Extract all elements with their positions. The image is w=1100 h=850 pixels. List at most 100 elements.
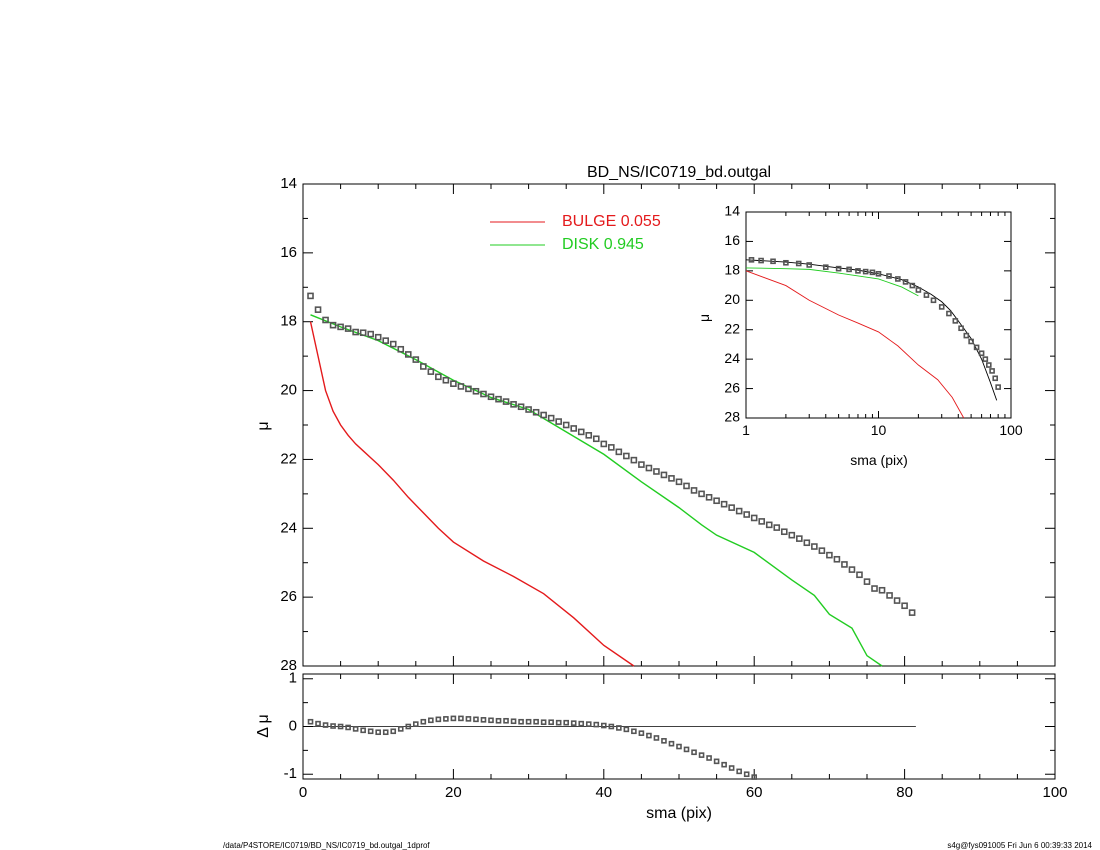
data-point-marker: [930, 297, 937, 304]
residual-y-axis-label: Δ μ: [255, 714, 272, 737]
data-point-marker: [382, 729, 389, 736]
y-tick-label: 26: [280, 588, 297, 605]
data-point-marker: [818, 547, 826, 554]
data-point-marker: [638, 730, 645, 736]
data-point-marker: [915, 287, 922, 293]
data-point-marker: [593, 721, 600, 728]
data-point-marker: [382, 337, 390, 344]
data-point-marker: [465, 385, 472, 393]
data-point-marker: [893, 597, 901, 604]
y-tick-label: 22: [280, 450, 297, 467]
data-point-marker: [533, 718, 539, 725]
data-point-marker: [352, 328, 359, 336]
data-point-marker: [480, 717, 487, 723]
data-point-marker: [458, 715, 464, 722]
data-point-marker: [345, 724, 351, 731]
x-tick-label: 40: [595, 784, 612, 801]
data-point-marker: [397, 726, 404, 732]
data-point-marker: [420, 363, 427, 370]
data-point-marker: [878, 586, 886, 594]
data-point-marker: [443, 716, 449, 722]
data-point-marker: [886, 273, 892, 279]
series-line-1: [745, 267, 919, 297]
y-tick-label: -1: [284, 765, 297, 782]
y-tick-label: 28: [280, 657, 297, 674]
y-tick-label: 16: [724, 232, 740, 248]
data-point-marker: [875, 270, 882, 277]
data-point-marker: [532, 408, 540, 416]
data-point-marker: [510, 718, 517, 725]
data-point-marker: [751, 774, 758, 780]
data-point-marker: [473, 716, 479, 723]
data-point-marker: [600, 722, 607, 729]
y-tick-label: 20: [724, 291, 740, 307]
data-point-marker: [869, 269, 876, 276]
data-point-marker: [374, 333, 382, 341]
data-point-marker: [585, 432, 593, 439]
inset-plot-frame: [745, 211, 1012, 419]
data-point-marker: [503, 717, 509, 724]
inset-x-axis-label: sma (pix): [850, 452, 908, 468]
data-point-marker: [510, 401, 517, 408]
data-point-marker: [796, 535, 803, 542]
data-point-marker: [315, 720, 321, 727]
data-point-marker: [901, 602, 908, 610]
data-point-marker: [736, 768, 742, 775]
data-point-marker: [577, 428, 585, 436]
data-point-marker: [314, 306, 322, 313]
x-tick-label: 1: [742, 422, 750, 438]
data-point-marker: [367, 330, 374, 338]
data-point-marker: [592, 435, 600, 443]
data-point-marker: [923, 292, 930, 298]
data-point-marker: [783, 259, 789, 266]
y-tick-label: 18: [724, 262, 740, 278]
data-point-marker: [540, 411, 547, 419]
data-point-marker: [848, 566, 856, 573]
data-point-marker: [570, 720, 577, 726]
data-point-marker: [938, 304, 945, 310]
main-legend: BULGE 0.055 DISK 0.945: [490, 213, 661, 253]
data-point-marker: [608, 723, 615, 730]
data-point-marker: [359, 329, 367, 337]
data-point-marker: [525, 718, 532, 725]
data-point-marker: [645, 464, 653, 472]
data-point-marker: [676, 743, 682, 750]
data-point-marker: [653, 735, 660, 741]
legend-label-bulge: BULGE 0.055: [562, 213, 661, 230]
data-point-marker: [886, 592, 893, 599]
data-point-marker: [963, 332, 970, 339]
y-tick-label: 24: [724, 350, 740, 366]
data-point-marker: [721, 761, 727, 768]
data-point-marker: [968, 338, 974, 345]
data-point-marker: [770, 258, 776, 265]
y-tick-label: 28: [724, 409, 740, 425]
data-point-marker: [600, 440, 608, 448]
data-point-marker: [758, 257, 764, 264]
data-point-marker: [743, 511, 750, 518]
data-point-marker: [871, 585, 878, 592]
data-point-marker: [690, 487, 698, 494]
data-point-marker: [748, 257, 755, 263]
y-tick-label: 16: [280, 244, 297, 261]
data-point-marker: [780, 528, 788, 536]
data-point-marker: [846, 266, 852, 273]
data-point-marker: [952, 318, 959, 324]
y-tick-label: 1: [289, 670, 297, 687]
data-point-marker: [863, 578, 871, 585]
data-point-marker: [329, 321, 337, 329]
data-point-marker: [706, 755, 712, 761]
data-point-marker: [555, 418, 562, 425]
data-point-marker: [547, 414, 555, 422]
footer-timestamp: s4g@fys091005 Fri Jun 6 00:39:33 2014: [947, 841, 1092, 850]
x-tick-label: 100: [999, 422, 1023, 438]
data-point-marker: [585, 721, 592, 727]
data-point-marker: [773, 524, 781, 531]
data-point-marker: [995, 384, 1001, 390]
data-point-marker: [502, 398, 510, 405]
data-point-marker: [978, 350, 985, 357]
data-point-marker: [337, 723, 344, 730]
data-point-marker: [826, 551, 833, 559]
data-point-marker: [623, 452, 630, 460]
